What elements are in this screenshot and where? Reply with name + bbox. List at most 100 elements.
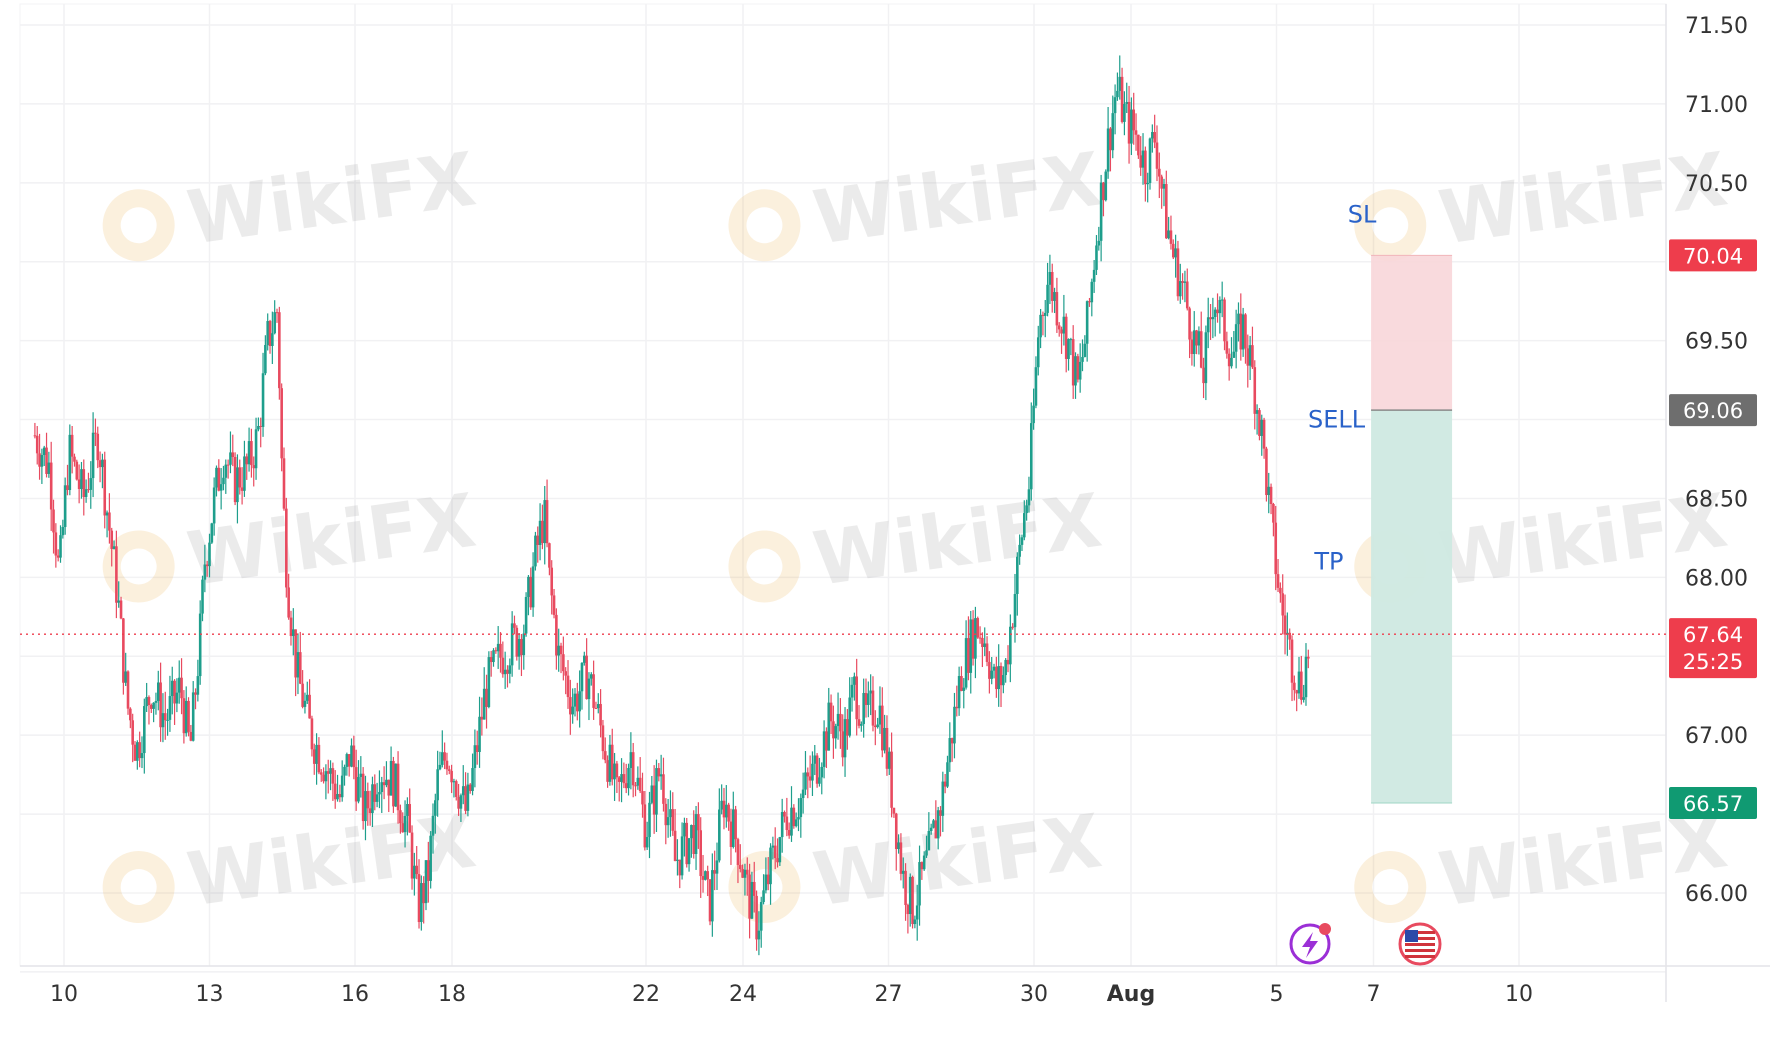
candle [636, 766, 640, 790]
candle-body [1239, 313, 1243, 350]
candle [368, 790, 372, 826]
candle-body [173, 680, 176, 704]
candle [1023, 500, 1026, 541]
candle-body [1060, 329, 1063, 334]
candle-body [1248, 345, 1252, 366]
candle-body [115, 546, 118, 603]
candle [960, 666, 963, 692]
sl-price-badge[interactable]: 70.04 [1669, 239, 1757, 272]
candle [622, 762, 626, 789]
candle-body [424, 860, 428, 904]
candle [657, 763, 661, 782]
candle [471, 753, 474, 796]
candle [1016, 552, 1019, 616]
candle [52, 499, 55, 554]
candle-body [417, 874, 421, 923]
candle-body [799, 798, 803, 818]
candle-body [664, 803, 668, 826]
candle-body [54, 532, 58, 556]
candle-body [741, 869, 744, 878]
candle-body [105, 512, 109, 516]
candle-body [603, 751, 607, 761]
candle [1218, 296, 1222, 334]
stop-loss-zone[interactable] [1371, 255, 1453, 411]
candle [713, 850, 716, 891]
candle [671, 792, 675, 836]
candle-body [305, 694, 309, 701]
candle-body [706, 871, 709, 880]
entry-price-badge[interactable]: 69.06 [1669, 394, 1757, 427]
candle-body [485, 688, 488, 707]
candle [126, 670, 130, 715]
candle-body [513, 623, 516, 628]
candle [319, 769, 323, 782]
candle [757, 911, 761, 956]
candle [1099, 174, 1103, 262]
candle-body [1029, 423, 1033, 490]
candle-body [454, 781, 458, 797]
candle-body [1197, 331, 1201, 346]
candle [1293, 675, 1296, 701]
candle [804, 751, 807, 796]
candle-body [610, 744, 614, 780]
candle [848, 677, 851, 738]
candle [1104, 169, 1108, 202]
candle-body [217, 467, 221, 491]
current-price-badge[interactable]: 67.64 25:25 [1669, 618, 1757, 679]
candle [548, 542, 551, 576]
us-flag-icon[interactable] [1398, 922, 1442, 966]
annotation-sell[interactable]: SELL [1308, 405, 1366, 433]
candle-body [224, 464, 228, 478]
candle [871, 676, 875, 732]
candle [1158, 152, 1161, 199]
candle [680, 822, 684, 880]
candle-body [245, 456, 249, 465]
candle [75, 459, 79, 481]
candle [697, 802, 700, 849]
candle-body [296, 652, 300, 678]
candle [1127, 85, 1131, 164]
candle [776, 838, 779, 868]
candle [678, 859, 682, 889]
candle-body [392, 760, 395, 807]
candle [364, 775, 367, 841]
candle [725, 785, 728, 828]
candle-body [601, 725, 605, 752]
y-tick-label: 66.00 [1685, 882, 1748, 907]
candle-body [492, 650, 495, 663]
entry-price-badge-text: 69.06 [1683, 399, 1743, 423]
candle-body [494, 650, 498, 652]
candle-body [827, 702, 831, 751]
candle-body [536, 535, 540, 545]
candle-body [1127, 101, 1131, 144]
candle [1060, 326, 1063, 354]
candle-body [711, 870, 714, 922]
candle [834, 723, 838, 749]
annotation-tp[interactable]: TP [1313, 547, 1343, 575]
candle-body [210, 523, 214, 543]
candle-body [1064, 316, 1068, 359]
take-profit-zone[interactable] [1371, 410, 1453, 804]
candle-body [643, 804, 647, 848]
candle-body [401, 823, 405, 833]
candle [436, 750, 439, 817]
candle [366, 782, 370, 826]
candle-body [501, 657, 505, 675]
candle-body [552, 595, 556, 615]
lightning-icon[interactable] [1289, 923, 1331, 965]
x-tick-label: Aug [1107, 982, 1155, 1007]
tp-price-badge[interactable]: 66.57 [1669, 787, 1757, 820]
candle-body [1006, 659, 1010, 665]
candle-body [836, 713, 840, 727]
candle-body [129, 708, 132, 721]
annotation-sl[interactable]: SL [1348, 200, 1377, 228]
candle-body [1123, 103, 1126, 122]
candle-body [887, 751, 891, 769]
candle [1002, 666, 1005, 694]
candle [145, 682, 148, 712]
candle-body [187, 700, 190, 732]
candle-body [194, 692, 197, 695]
candle-body [855, 676, 858, 720]
candle [855, 658, 858, 736]
